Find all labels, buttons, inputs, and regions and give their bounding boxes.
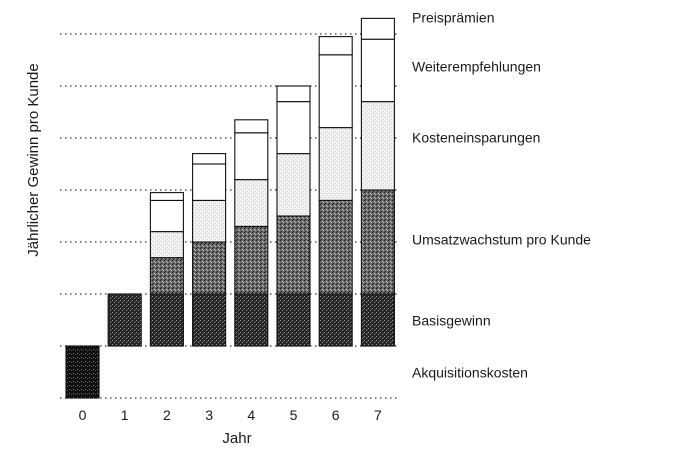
bar-segment xyxy=(149,257,184,295)
x-tick-label: 2 xyxy=(163,407,171,423)
bar-segment xyxy=(318,199,353,295)
bar-segment xyxy=(149,199,184,233)
bar-segment xyxy=(276,215,311,295)
bar-segment xyxy=(276,101,311,155)
bar-segment xyxy=(234,119,269,134)
bar-segment xyxy=(192,153,227,165)
x-tick-label: 3 xyxy=(205,407,213,423)
bar-segment xyxy=(192,199,227,243)
x-tick-label: 7 xyxy=(374,407,382,423)
bar-segment xyxy=(234,179,269,227)
bar-segment xyxy=(318,293,353,347)
bar-segment xyxy=(276,293,311,347)
bar-segment xyxy=(149,293,184,347)
bar-segment xyxy=(318,127,353,201)
x-tick-label: 6 xyxy=(332,407,340,423)
legend-label: Weiterempfehlungen xyxy=(412,59,541,75)
bar-segment xyxy=(276,153,311,217)
bar-segment xyxy=(360,293,395,347)
x-tick-label: 1 xyxy=(121,407,129,423)
legend-label: Basisgewinn xyxy=(412,313,491,329)
y-axis-label: Jährlicher Gewinn pro Kunde xyxy=(25,63,42,256)
legend: Akquisitionskosten Basisgewinn Umsatzwachs… xyxy=(412,10,591,381)
legend-label: Preisprämien xyxy=(412,10,494,26)
bar-segment xyxy=(149,192,184,201)
bar-segment xyxy=(318,36,353,56)
bar-segment xyxy=(360,38,395,103)
bars xyxy=(65,17,395,399)
bar-segment xyxy=(276,85,311,103)
bar-segment xyxy=(360,101,395,191)
bar-segment xyxy=(107,293,142,347)
gridlines xyxy=(60,33,400,399)
legend-label: Akquisitionskosten xyxy=(412,365,528,381)
bar-segment xyxy=(234,293,269,347)
bar-segment xyxy=(192,293,227,347)
bar-segment xyxy=(192,241,227,295)
bar-segment xyxy=(234,132,269,181)
legend-label: Kosteneinsparungen xyxy=(412,130,540,146)
bar-segment xyxy=(234,225,269,295)
bar-segment xyxy=(360,17,395,40)
bar-segment xyxy=(149,231,184,259)
legend-label: Umsatzwachstum pro Kunde xyxy=(412,232,591,248)
bar-segment xyxy=(65,345,100,399)
bar-segment xyxy=(360,189,395,295)
x-tick-label: 0 xyxy=(79,407,87,423)
x-axis-label: Jahr xyxy=(222,430,251,447)
x-tick-labels: 0 1 2 3 4 5 6 7 xyxy=(79,407,382,423)
bar-segment xyxy=(192,163,227,201)
x-tick-label: 5 xyxy=(290,407,298,423)
bar-segment xyxy=(318,54,353,129)
x-tick-label: 4 xyxy=(247,407,255,423)
